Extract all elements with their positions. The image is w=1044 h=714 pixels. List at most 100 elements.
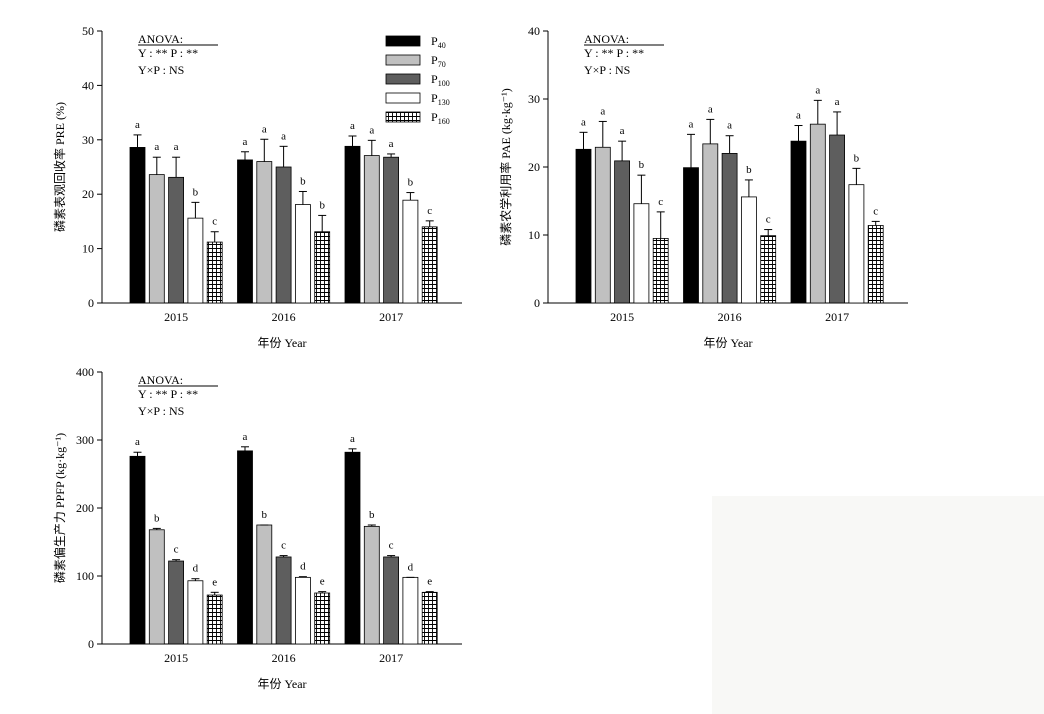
anova-title: ANOVA:: [584, 32, 629, 46]
y-tick-label: 50: [82, 24, 94, 38]
significance-letter: b: [369, 509, 375, 521]
significance-letter: a: [350, 433, 355, 445]
legend-swatch-P70: [385, 54, 421, 66]
significance-letter: a: [243, 136, 248, 148]
significance-letter: e: [427, 576, 432, 588]
bar-P160-2016: [760, 235, 777, 304]
significance-letter: d: [193, 563, 199, 575]
bar-P40-2016: [237, 450, 253, 645]
significance-letter: c: [766, 214, 771, 226]
x-tick-label: 2015: [164, 651, 188, 665]
x-tick-label: 2015: [164, 310, 188, 324]
legend-label-P130: P130: [431, 91, 450, 107]
bar-P130-2016: [294, 576, 311, 645]
legend-label-subscript: 40: [438, 41, 446, 50]
scan-background-patch: [712, 496, 1044, 714]
significance-letter: b: [154, 512, 160, 524]
bar-P100-2017: [383, 556, 400, 645]
bar-P70-2016: [256, 524, 273, 645]
y-tick-label: 40: [82, 78, 94, 92]
legend-label-subscript: 160: [438, 117, 450, 126]
legend-label-subscript: 100: [438, 79, 450, 88]
significance-letter: a: [135, 119, 140, 131]
bar-P40-2017: [344, 451, 361, 645]
bar-P70-2017: [363, 155, 380, 304]
bar-P160-2015: [652, 237, 669, 304]
bar-P40-2016: [237, 159, 253, 304]
chart-panel-3: 0 100 200 300 400 磷素偏生产力 PPFP (kg·kg⁻¹) a b c d e 2…: [52, 365, 462, 691]
bar-P100-2015: [168, 560, 185, 645]
bar-P100-2016: [275, 166, 292, 304]
bar-P130-2016: [741, 196, 757, 304]
y-axis-label: 磷素表观回收率 PRE (%): [52, 102, 67, 232]
bar-P40-2015: [129, 455, 146, 645]
significance-letter: a: [600, 105, 605, 117]
y-tick-label: 10: [528, 228, 540, 242]
y-tick-label: 20: [82, 187, 94, 201]
x-axis-label: 年份 Year: [703, 336, 752, 350]
significance-letter: c: [658, 196, 663, 208]
y-tick-label: 300: [76, 433, 94, 447]
significance-letter: b: [300, 175, 306, 187]
bar-P160-2015: [206, 594, 223, 645]
legend-label-subscript: 70: [438, 60, 446, 69]
anova-interaction: Y×P : NS: [584, 63, 630, 77]
significance-letter: a: [389, 138, 394, 150]
anova-interaction: Y×P : NS: [138, 404, 184, 418]
significance-letter: a: [815, 84, 820, 96]
significance-letter: a: [581, 116, 586, 128]
significance-letter: a: [689, 118, 694, 130]
legend-swatch-P130: [385, 92, 421, 104]
legend-label-base: P: [431, 91, 438, 105]
significance-letter: c: [174, 544, 179, 556]
bar-P130-2017: [402, 576, 419, 645]
significance-letter: a: [154, 141, 159, 153]
bar-P40-2015: [575, 148, 592, 304]
significance-letter: a: [369, 124, 374, 136]
bar-P40-2017: [790, 140, 807, 304]
anova-effects: Y : ** P : **: [138, 387, 198, 401]
bar-P40-2015: [129, 147, 146, 304]
significance-letter: a: [243, 431, 248, 443]
bar-P100-2017: [383, 156, 400, 304]
significance-letter: c: [427, 205, 432, 217]
bar-P160-2016: [314, 592, 331, 645]
significance-letter: a: [835, 96, 840, 108]
chart-panel-1: 0 10 20 30 40 50 磷素表观回收率 PRE (%) a a a b c 2015 a a a b b…: [52, 24, 462, 350]
y-tick-label: 200: [76, 501, 94, 515]
x-axis-label: 年份 Year: [257, 336, 306, 350]
bar-P70-2015: [148, 529, 165, 645]
bar-P70-2015: [594, 146, 611, 304]
chart-panel-2: 0 10 20 30 40 磷素农学利用率 PAE (kg·kg⁻¹) a a a b c 2015 a…: [498, 24, 908, 350]
x-tick-label: 2016: [718, 310, 742, 324]
significance-letter: a: [796, 110, 801, 122]
legend-swatch-P100: [385, 73, 421, 85]
bar-P160-2017: [867, 225, 884, 304]
significance-letter: d: [300, 561, 306, 573]
significance-letter: a: [350, 120, 355, 132]
x-tick-label: 2017: [379, 310, 403, 324]
y-tick-label: 0: [534, 296, 540, 310]
significance-letter: e: [320, 576, 325, 588]
y-tick-label: 40: [528, 24, 540, 38]
bar-P100-2016: [275, 556, 292, 645]
legend-label-P70: P70: [431, 53, 446, 69]
bar-P100-2017: [829, 134, 845, 304]
y-axis-label: 磷素农学利用率 PAE (kg·kg⁻¹): [498, 88, 513, 246]
bar-P160-2016: [314, 231, 331, 304]
anova-effects: Y : ** P : **: [584, 46, 644, 60]
bar-P40-2016: [683, 167, 699, 304]
significance-letter: c: [281, 540, 286, 552]
significance-letter: b: [319, 199, 325, 211]
significance-letter: a: [620, 125, 625, 137]
anova-effects: Y : ** P : **: [138, 46, 198, 60]
significance-letter: b: [262, 509, 268, 521]
significance-letter: b: [854, 152, 860, 164]
bar-P160-2015: [206, 241, 223, 304]
anova-title: ANOVA:: [138, 32, 183, 46]
x-tick-label: 2017: [379, 651, 403, 665]
legend-label-base: P: [431, 72, 438, 86]
y-tick-label: 400: [76, 365, 94, 379]
anova-interaction: Y×P : NS: [138, 63, 184, 77]
y-tick-label: 30: [528, 92, 540, 106]
